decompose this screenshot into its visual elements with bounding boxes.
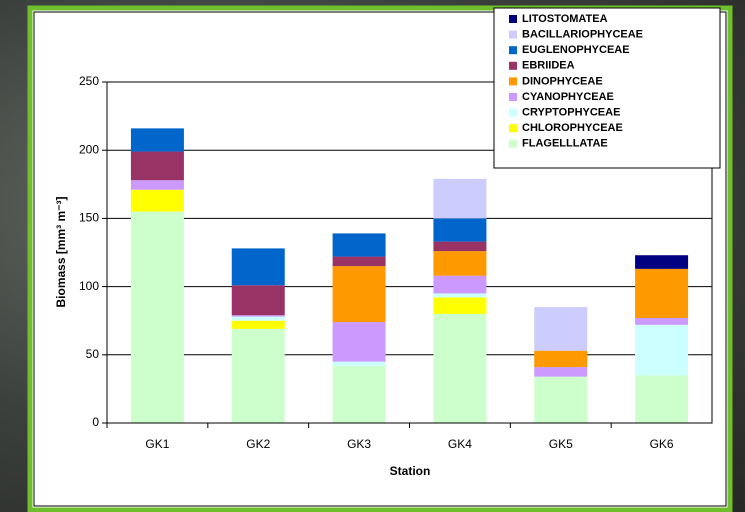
bar-segment	[332, 322, 386, 362]
legend-label: CYANOPHYCEAE	[522, 91, 614, 103]
bar-segment	[130, 180, 184, 190]
bar-segment	[332, 233, 386, 257]
y-tick-label: 200	[79, 142, 99, 156]
x-tick-label: GK6	[650, 437, 674, 451]
x-tick-label: GK3	[347, 437, 371, 451]
legend: LITOSTOMATEA BACILLARIOPHYCEAE EUGLENOPHYC…	[493, 7, 721, 169]
legend-label: EUGLENOPHYCEAE	[522, 44, 630, 56]
bar-segment	[534, 307, 588, 351]
bar-segment	[534, 350, 588, 368]
bar-segment	[433, 178, 487, 219]
x-tick-label: GK2	[246, 437, 270, 451]
legend-swatch	[509, 15, 517, 23]
bar-segment	[433, 218, 487, 242]
bar-segment	[130, 189, 184, 212]
bar-segment	[534, 376, 588, 423]
x-axis-title: Station	[390, 464, 431, 478]
legend-swatch	[509, 61, 517, 70]
legend-swatch	[509, 77, 517, 86]
bar-segment	[231, 328, 285, 423]
legend-label: FLAGELLLATAE	[522, 138, 608, 150]
bar-segment	[635, 317, 689, 325]
legend-swatch	[509, 139, 517, 148]
bar-segment	[130, 211, 184, 423]
legend-label: EBRIIDEA	[522, 60, 575, 72]
bar-segment	[231, 315, 285, 317]
bar-segment	[433, 241, 487, 252]
bar-segment	[635, 268, 689, 318]
bar-segment	[433, 297, 487, 314]
legend-swatch	[509, 124, 517, 133]
x-tick-label: GK4	[448, 437, 472, 451]
bar-segment	[231, 285, 285, 316]
bar-segment	[635, 324, 689, 376]
legend-label: LITOSTOMATEA	[522, 13, 608, 25]
bar-segment	[231, 248, 285, 286]
bar-segment	[332, 361, 386, 366]
legend-swatch	[509, 108, 517, 117]
legend-label: DINOPHYCEAE	[522, 75, 603, 87]
bar-segment	[433, 251, 487, 276]
bar-segment	[433, 275, 487, 294]
bar-segment	[433, 313, 487, 423]
legend-label: CRYPTOPHYCEAE	[522, 107, 620, 119]
bar-segment	[130, 151, 184, 181]
legend-box	[493, 7, 721, 169]
bar-segment	[534, 367, 588, 377]
legend-swatch	[509, 46, 517, 55]
bar-segment	[635, 255, 689, 269]
bar-segment	[332, 256, 386, 267]
bar-segment	[332, 365, 386, 423]
legend-swatch	[509, 30, 517, 39]
y-tick-label: 50	[86, 347, 100, 361]
y-tick-label: 0	[92, 415, 99, 429]
legend-label: BACILLARIOPHYCEAE	[522, 29, 643, 41]
legend-swatch	[509, 93, 517, 101]
y-tick-label: 100	[79, 279, 99, 293]
plot-area: 0 50 100 150 200 250	[79, 74, 713, 429]
y-tick-label: 250	[79, 74, 99, 88]
y-tick-label: 150	[79, 211, 99, 225]
bar-segment	[231, 316, 285, 321]
x-tick-label: GK5	[549, 437, 573, 451]
panel-border	[33, 11, 727, 507]
legend-label: CHLOROPHYCEAE	[522, 122, 623, 134]
bar-segment	[231, 320, 285, 329]
bar-segment	[635, 375, 689, 423]
bar-segment	[433, 293, 487, 298]
bar-segment	[130, 128, 184, 152]
x-tick-label: GK1	[145, 437, 169, 451]
y-axis-title: Biomass [mm³ m⁻³]	[54, 196, 68, 307]
bar-segment	[332, 266, 386, 323]
